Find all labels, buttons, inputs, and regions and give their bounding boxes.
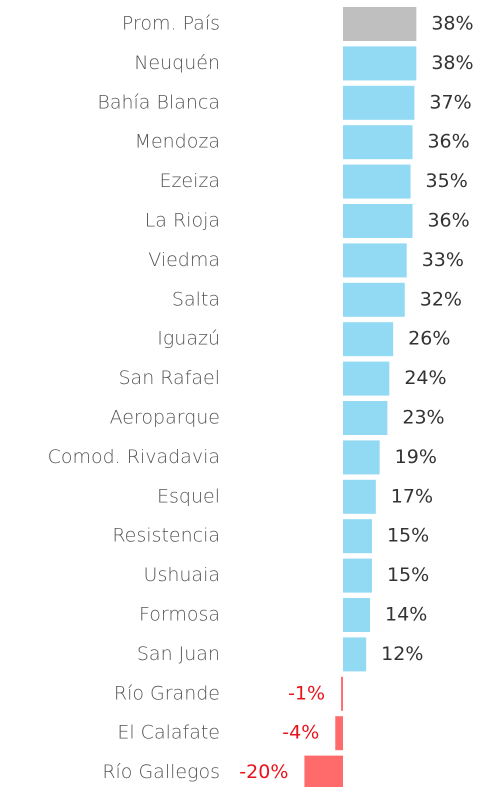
value-label: 19% [395, 446, 437, 468]
value-label: 33% [422, 249, 464, 271]
bar [343, 637, 367, 672]
bar [304, 755, 343, 787]
bar [343, 361, 390, 396]
category-label: Comod. Rivadavia [48, 446, 220, 468]
value-label: 15% [387, 564, 429, 586]
bar [343, 204, 413, 238]
category-label: Aeroparque [110, 407, 220, 429]
category-label: Viedma [148, 249, 220, 271]
category-label: Ezeiza [159, 170, 220, 192]
category-label: Río Grande [114, 682, 220, 704]
value-label: 38% [431, 13, 473, 35]
bar [341, 676, 343, 711]
value-label: 17% [391, 485, 433, 507]
bar [343, 7, 417, 41]
category-label: La Rioja [145, 210, 220, 232]
bar [343, 519, 372, 554]
value-label: 32% [420, 288, 462, 310]
value-label: 36% [427, 131, 469, 153]
bar [343, 164, 411, 199]
category-label: Prom. País [122, 13, 220, 35]
category-label: Río Gallegos [102, 761, 220, 783]
value-label: 36% [427, 210, 469, 232]
value-label: 12% [381, 643, 423, 665]
bar [343, 322, 394, 357]
category-label: Mendoza [135, 131, 220, 153]
value-label: 37% [429, 91, 471, 113]
category-label: Resistencia [112, 525, 220, 547]
value-label: -4% [282, 722, 319, 744]
value-label: 35% [426, 170, 468, 192]
bar [343, 46, 417, 81]
value-label: -1% [288, 682, 325, 704]
value-label: 24% [404, 367, 446, 389]
value-label: 14% [385, 604, 427, 626]
category-label: Esquel [157, 485, 220, 507]
category-label: San Rafael [118, 367, 220, 389]
category-label: Iguazú [157, 328, 220, 350]
value-label: 15% [387, 525, 429, 547]
bar [343, 243, 407, 278]
value-label: -20% [239, 761, 288, 783]
bar [343, 125, 413, 160]
category-label: Salta [172, 288, 220, 310]
value-label: 23% [402, 407, 444, 429]
category-label: San Juan [137, 643, 220, 665]
category-label: Neuquén [134, 52, 220, 74]
bar [343, 401, 388, 435]
category-label: Bahía Blanca [97, 91, 220, 113]
bar [343, 440, 380, 475]
category-label: El Calafate [117, 722, 220, 744]
category-label: Ushuaia [144, 564, 220, 586]
bar [343, 558, 372, 593]
bar [343, 598, 371, 632]
bar [343, 85, 415, 120]
bar [335, 716, 343, 751]
bar [343, 282, 405, 317]
value-label: 26% [408, 328, 450, 350]
category-label: Formosa [139, 604, 220, 626]
value-label: 38% [431, 52, 473, 74]
bar [343, 479, 376, 514]
